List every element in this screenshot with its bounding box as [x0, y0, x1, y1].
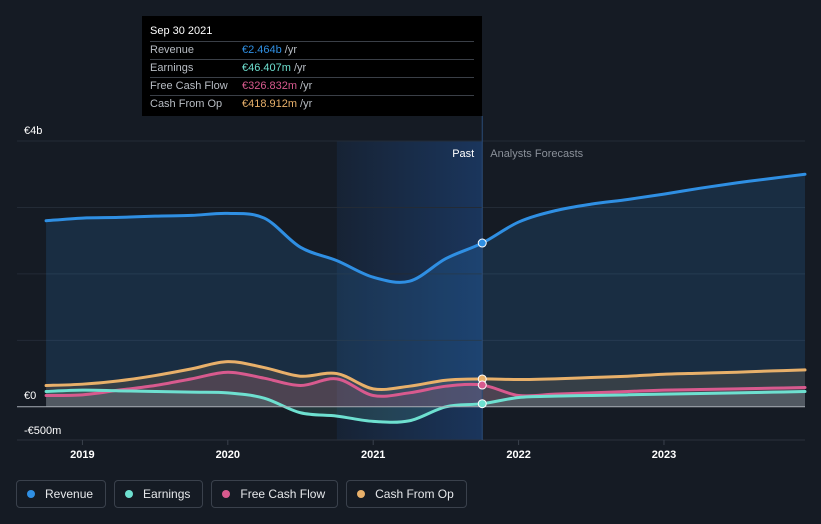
free-cash-flow-marker	[477, 380, 487, 390]
legend-label: Cash From Op	[375, 487, 454, 501]
x-tick-label: 2021	[361, 449, 385, 461]
legend-item-revenue[interactable]: Revenue	[16, 480, 107, 508]
cash-from-op-line	[44, 360, 807, 392]
tooltip-row-revenue: Revenue €2.464b /yr	[150, 41, 474, 59]
tooltip-row-free-cash-flow: Free Cash Flow €326.832m /yr	[150, 77, 474, 95]
grid-lines	[17, 140, 805, 441]
legend-label: Free Cash Flow	[240, 487, 326, 501]
forecast-label: Analysts Forecasts	[490, 148, 583, 160]
x-tick-label: 2022	[506, 449, 530, 461]
tooltip-value: €326.832m	[242, 80, 298, 92]
legend: Revenue Earnings Free Cash Flow Cash Fro…	[16, 480, 467, 508]
tooltip-unit: /yr	[293, 62, 307, 74]
tooltip: Sep 30 2021 Revenue €2.464b /yr Earnings…	[142, 16, 482, 116]
revenue-marker	[477, 238, 487, 248]
x-tick-label: 2020	[216, 449, 240, 461]
legend-item-earnings[interactable]: Earnings	[114, 480, 204, 508]
legend-item-free-cash-flow[interactable]: Free Cash Flow	[211, 480, 339, 508]
tooltip-row-earnings: Earnings €46.407m /yr	[150, 59, 474, 77]
revenue-area	[46, 174, 805, 407]
tooltip-row-cash-from-op: Cash From Op €418.912m /yr	[150, 95, 474, 113]
tooltip-value: €46.407m	[242, 62, 291, 74]
tooltip-label: Free Cash Flow	[150, 80, 228, 92]
y-tick-label: €0	[24, 390, 36, 402]
earnings-dot-icon	[125, 490, 134, 498]
tooltip-unit: /yr	[300, 98, 313, 110]
legend-label: Earnings	[143, 487, 191, 501]
x-tick-label: 2019	[70, 449, 94, 461]
revenue-line	[44, 172, 807, 284]
past-label: Past	[452, 148, 474, 160]
tooltip-label: Revenue	[150, 44, 195, 56]
tooltip-label: Earnings	[150, 62, 194, 74]
earnings-area	[46, 390, 805, 423]
tooltip-date: Sep 30 2021	[150, 25, 213, 37]
y-axis-ticks: €4b €0 -€500m	[24, 125, 61, 437]
free-cash-flow-line	[44, 370, 807, 398]
y-tick-label: -€500m	[24, 425, 61, 437]
tooltip-unit: /yr	[284, 44, 297, 56]
free-cash-flow-dot-icon	[222, 490, 231, 498]
y-tick-label: €4b	[24, 125, 42, 137]
revenue-dot-icon	[27, 490, 35, 498]
free-cash-flow-area	[46, 372, 805, 407]
x-axis-ticks: 2019 2020 2021 2022 2023	[70, 440, 676, 461]
tooltip-label: Cash From Op	[150, 98, 223, 110]
series-lines	[44, 172, 807, 424]
legend-item-cash-from-op[interactable]: Cash From Op	[346, 480, 467, 508]
cash-from-op-dot-icon	[357, 490, 366, 498]
earnings-line	[44, 388, 807, 424]
tooltip-value: €2.464b	[242, 44, 282, 56]
tooltip-unit: /yr	[300, 80, 313, 92]
x-tick-label: 2023	[652, 449, 676, 461]
series-markers	[477, 238, 487, 409]
tooltip-value: €418.912m	[242, 98, 298, 110]
earnings-marker	[477, 399, 487, 409]
legend-label: Revenue	[45, 487, 94, 501]
